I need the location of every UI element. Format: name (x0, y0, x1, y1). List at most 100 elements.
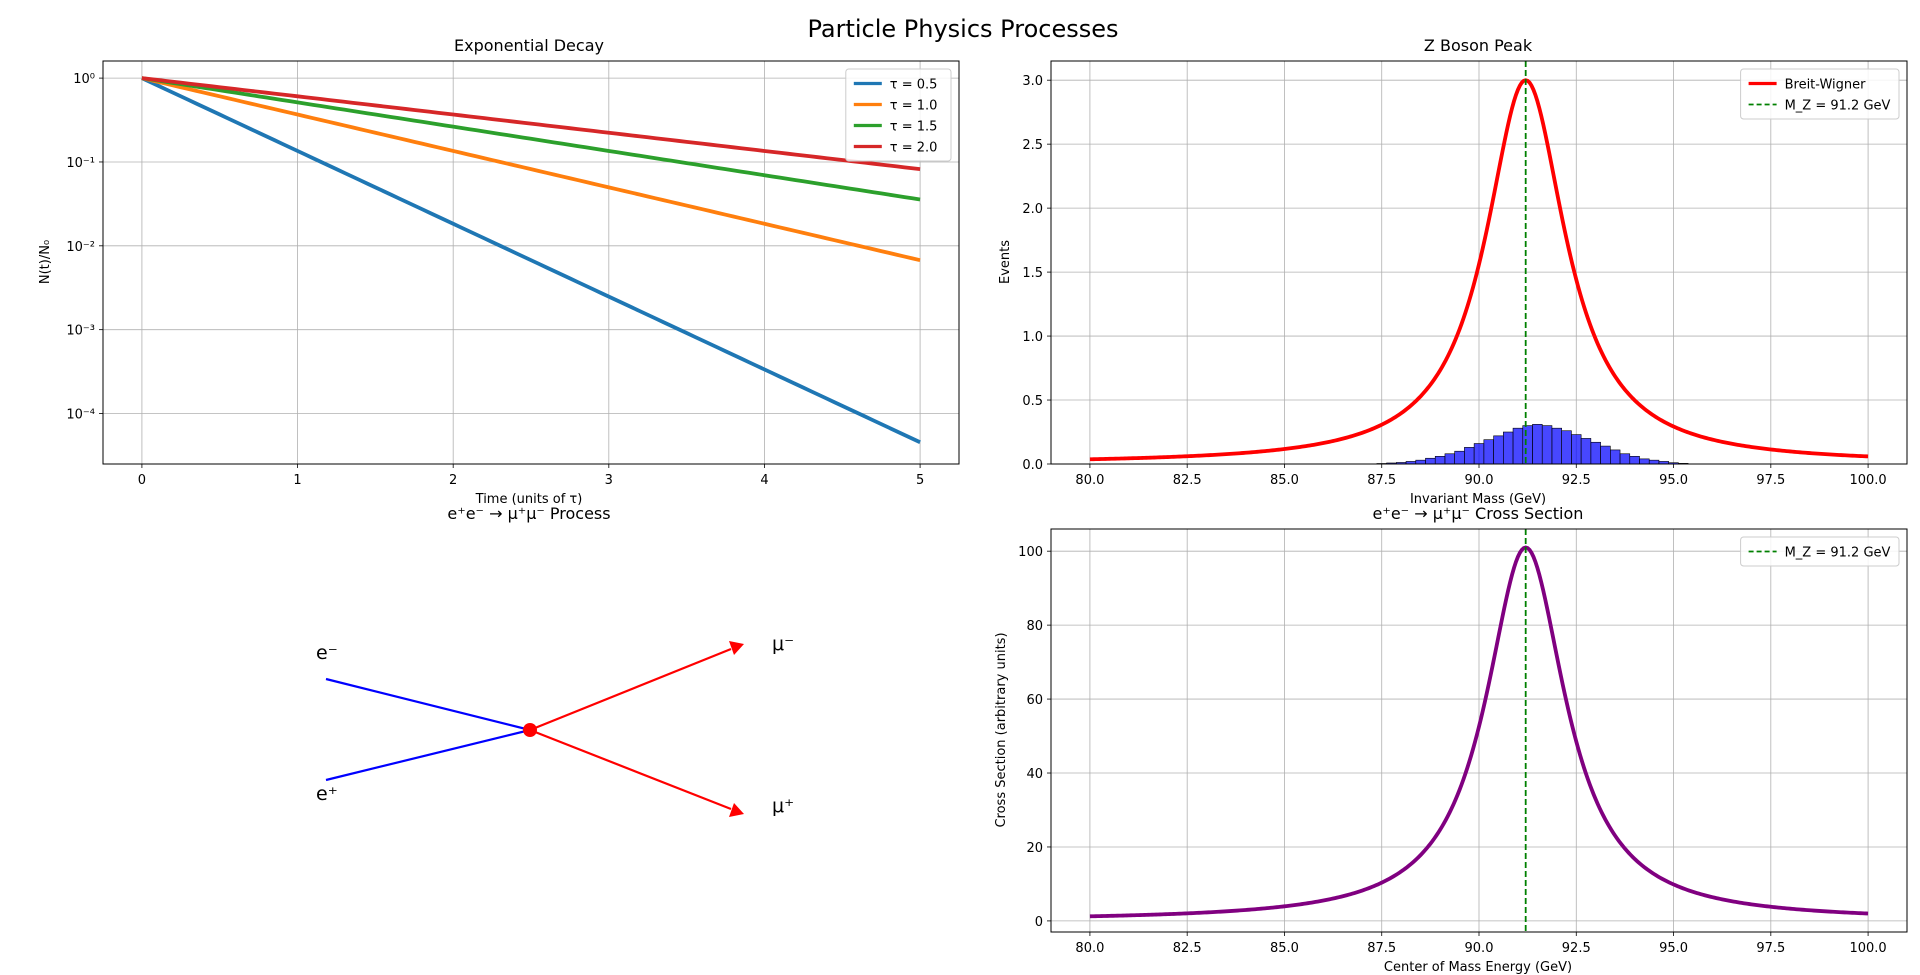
zpeak-legend-label: M_Z = 91.2 GeV (1785, 99, 1891, 114)
zpeak-xtick-label: 95.0 (1659, 473, 1688, 488)
xsec-xtick-label: 100.0 (1849, 941, 1886, 956)
zpeak-title: Z Boson Peak (1424, 36, 1533, 55)
xsec-xtick-label: 85.0 (1270, 941, 1299, 956)
outgoing-muon-plus-arrow (529, 728, 744, 817)
histogram-bar (1415, 459, 1426, 465)
histogram-bar (1571, 434, 1582, 465)
zpeak-legend-frame (1740, 68, 1900, 120)
muon-minus-label: μ⁻ (772, 633, 794, 655)
xsec-ylabel: Cross Section (arbitrary units) (994, 632, 1009, 827)
decay-series-line (141, 76, 921, 263)
positron-label: e⁺ (316, 783, 338, 805)
xsec-ytick-label: 40 (1026, 767, 1043, 782)
decay-series-line (141, 76, 921, 202)
histogram-bar (1522, 425, 1533, 465)
decay-ytick-label: 10⁻⁴ (66, 408, 95, 423)
decay-xtick-label: 1 (293, 473, 301, 488)
xsec-xtick-label: 87.5 (1367, 941, 1396, 956)
histogram-bar (1541, 425, 1553, 465)
histogram-bar (1512, 427, 1524, 465)
histogram-bar (1503, 431, 1514, 465)
zpeak-xtick-label: 85.0 (1270, 473, 1299, 488)
histogram-bar (1493, 435, 1504, 465)
cross-section-curve (1089, 545, 1869, 919)
zpeak-xtick-label: 92.5 (1562, 473, 1591, 488)
histogram-bar (1629, 456, 1640, 465)
xsec-ytick-label: 80 (1026, 619, 1043, 634)
zpeak-ytick-label: 1.5 (1022, 266, 1043, 281)
decay-xticks: 0 1 2 3 4 5 (138, 464, 924, 488)
xsec-ytick-label: 60 (1026, 693, 1043, 708)
zpeak-xtick-label: 82.5 (1173, 473, 1202, 488)
zpeak-legend: Breit-Wigner M_Z = 91.2 GeV (1740, 68, 1900, 120)
decay-xtick-label: 3 (605, 473, 613, 488)
decay-legend-label: τ = 1.0 (890, 99, 938, 114)
histogram-bar (1639, 458, 1650, 465)
zpeak-xtick-label: 87.5 (1367, 473, 1396, 488)
zpeak-xtick-label: 80.0 (1075, 473, 1104, 488)
histogram-bar (1483, 439, 1494, 465)
xsec-legend-frame (1740, 536, 1900, 567)
decay-legend-frame (845, 68, 952, 162)
decay-xlabel: Time (units of τ) (475, 492, 583, 507)
xsec-title: e⁺e⁻ → μ⁺μ⁻ Cross Section (1373, 504, 1584, 523)
zpeak-ytick-label: 3.0 (1022, 74, 1043, 89)
decay-ytick-label: 10⁻³ (66, 324, 95, 339)
zpeak-ytick-label: 0.0 (1022, 458, 1043, 473)
zpeak-xtick-label: 97.5 (1756, 473, 1785, 488)
histogram-bar (1590, 441, 1601, 465)
xsec-xtick-label: 92.5 (1562, 941, 1591, 956)
histogram-bar (1619, 453, 1631, 465)
xsec-legend: M_Z = 91.2 GeV (1740, 536, 1900, 567)
zpeak-ytick-label: 1.0 (1022, 330, 1043, 345)
decay-axes-frame (102, 60, 960, 465)
incoming-electron-line (325, 677, 531, 732)
histogram-bar (1454, 450, 1465, 465)
decay-series-line (141, 76, 921, 444)
zpeak-yticks: 0.0 0.5 1.0 1.5 2.0 2.5 3.0 (1022, 74, 1051, 473)
outgoing-muon-minus-arrow (529, 641, 744, 732)
xsec-xlabel: Center of Mass Energy (GeV) (1384, 960, 1572, 975)
zpeak-legend-label: Breit-Wigner (1785, 78, 1867, 93)
decay-legend-label: τ = 2.0 (890, 141, 938, 156)
zpeak-ylabel: Events (998, 240, 1013, 284)
histogram-bar (1580, 438, 1592, 465)
decay-title: Exponential Decay (454, 36, 604, 55)
figure-title: Particle Physics Processes (807, 15, 1118, 43)
zpeak-ytick-label: 0.5 (1022, 394, 1043, 409)
zpeak-xtick-label: 90.0 (1465, 473, 1494, 488)
xsec-xtick-label: 97.5 (1756, 941, 1785, 956)
decay-xtick-label: 4 (760, 473, 768, 488)
xsec-panel: e⁺e⁻ → μ⁺μ⁻ Cross Section 80.0 82.5 85.0 87… (994, 504, 1908, 975)
histogram-bar (1444, 453, 1455, 465)
xsec-legend-label: M_Z = 91.2 GeV (1785, 546, 1891, 561)
histogram-bar (1434, 456, 1446, 465)
decay-legend-label: τ = 0.5 (890, 78, 938, 93)
xsec-ytick-label: 0 (1035, 915, 1043, 930)
histogram-bar (1532, 424, 1543, 465)
zpeak-panel: Z Boson Peak 80.0 82.5 85.0 87.5 90.0 92.5 95.… (998, 36, 1908, 507)
decay-ytick-label: 10⁰ (73, 72, 95, 87)
xsec-xticks: 80.0 82.5 85.0 87.5 90.0 92.5 95.0 97.5 100.0 (1075, 932, 1887, 956)
decay-legend-label: τ = 1.5 (890, 120, 938, 135)
histogram-bar (1473, 443, 1485, 465)
breit-wigner-curve (1089, 78, 1869, 462)
histogram-bar (1561, 430, 1572, 465)
zpeak-ytick-label: 2.5 (1022, 138, 1043, 153)
histogram-bar (1600, 445, 1611, 465)
xsec-xtick-label: 90.0 (1465, 941, 1494, 956)
zpeak-ytick-label: 2.0 (1022, 202, 1043, 217)
decay-series-line (141, 76, 921, 172)
muon-plus-label: μ⁺ (772, 795, 794, 817)
histogram-bar (1610, 449, 1621, 465)
xsec-grid (1051, 529, 1907, 932)
xsec-ytick-label: 100 (1018, 545, 1043, 560)
zpeak-xtick-label: 100.0 (1849, 473, 1886, 488)
zpeak-histogram (1376, 424, 1689, 465)
xsec-xtick-label: 95.0 (1659, 941, 1688, 956)
histogram-bar (1551, 427, 1562, 465)
decay-ytick-label: 10⁻¹ (66, 156, 95, 171)
zpeak-xticks: 80.0 82.5 85.0 87.5 90.0 92.5 95.0 97.5 100.0 (1075, 464, 1887, 488)
decay-yticks: 10⁰ 10⁻¹ 10⁻² 10⁻³ 10⁻⁴ (66, 72, 103, 423)
